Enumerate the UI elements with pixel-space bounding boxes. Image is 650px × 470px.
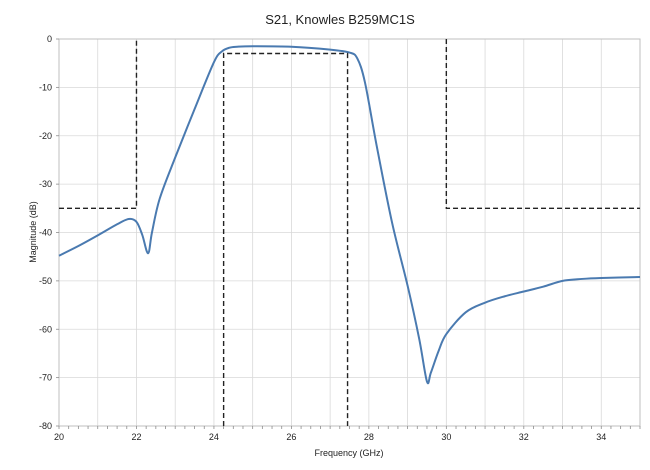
- grid-layer: [58, 38, 641, 427]
- y-tick-label: -30: [39, 179, 52, 189]
- y-tick-label: -20: [39, 131, 52, 141]
- series-layer: [58, 39, 641, 426]
- y-tick-label: -50: [39, 276, 52, 286]
- x-tick-label: 28: [364, 432, 374, 442]
- series-line-measured: [58, 45, 641, 385]
- y-tick-label: -60: [39, 324, 52, 334]
- x-axis-label: Frequency (GHz): [314, 448, 383, 458]
- x-tick-label: 26: [286, 432, 296, 442]
- series-line-mask-2: [222, 52, 349, 426]
- y-tick-label: -70: [39, 373, 52, 383]
- x-tick-label: 20: [54, 432, 64, 442]
- chart-title: S21, Knowles B259MC1S: [265, 12, 415, 27]
- y-tick-label: -80: [39, 421, 52, 431]
- x-tick-label: 34: [596, 432, 606, 442]
- x-tick-label: 24: [209, 432, 219, 442]
- y-tick-label: -40: [39, 228, 52, 238]
- tick-layer: 20 22 24 26 28 30 32 34 0 -10 -20 -30 -40 -50 -60 -70 -8…: [39, 34, 641, 442]
- series-line-mask-3: [445, 39, 640, 210]
- y-tick-label: -10: [39, 82, 52, 92]
- x-tick-label: 32: [519, 432, 529, 442]
- y-axis-label: Magnitude (dB): [28, 201, 38, 263]
- series-line-mask-1: [59, 39, 138, 210]
- x-tick-label: 22: [131, 432, 141, 442]
- x-tick-label: 30: [441, 432, 451, 442]
- y-tick-label: 0: [47, 34, 52, 44]
